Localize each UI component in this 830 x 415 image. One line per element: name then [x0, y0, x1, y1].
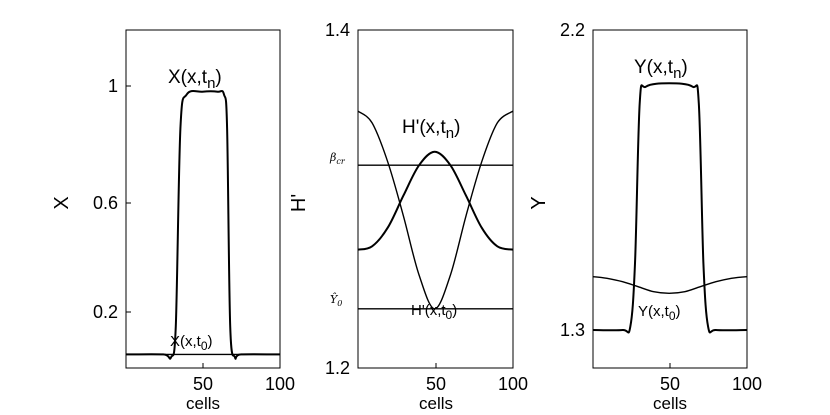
panel-h-xtick-label-0: 50	[426, 374, 446, 394]
panel-h-xlabel: cells	[419, 394, 453, 413]
panel-x-ticks: 50 100 0.2 0.6 1	[93, 76, 295, 394]
panel-h-annotation-tn: H'(x,tn)	[402, 117, 460, 142]
panel-h-annotation-t0: H'(x,t0)	[411, 302, 457, 322]
panel-y-annotation-tn: Y(x,tn)	[634, 57, 688, 82]
panel-y-ylabel: Y	[528, 196, 550, 209]
panel-h-ytick-label-1: 1.4	[325, 20, 350, 40]
panel-x-ytick-label-1: 0.6	[93, 193, 118, 213]
panel-y: 50 100 1.3 2.2 Y cells Y(x,tn) Y(x,t0)	[528, 20, 762, 413]
panel-h-curves	[357, 110, 514, 310]
panel-y-series-1	[592, 276, 748, 295]
panel-h-y0-label: Ŷ0	[330, 292, 342, 308]
panel-x-ytick-label-0: 0.2	[93, 302, 118, 322]
panel-h-beta-label: βcr	[329, 151, 346, 166]
panel-x-ytick-label-2: 1	[108, 76, 118, 96]
panel-x: 50 100 0.2 0.6 1 X cells X(x,tn) X(x,t0)	[51, 29, 295, 413]
panel-x-annotation-tn: X(x,tn)	[168, 67, 222, 92]
panel-y-series-0	[592, 82, 748, 334]
panel-x-series-0	[125, 89, 281, 360]
panel-y-annotation-t0: Y(x,t0)	[638, 303, 681, 323]
panel-y-xlabel: cells	[653, 394, 687, 413]
panel-h-series-0	[357, 150, 514, 251]
panel-h: 50 100 1.2 1.4 H' cells H'(x,tn) H'(x,t0) β…	[288, 20, 528, 413]
panel-x-curves	[125, 89, 281, 360]
panel-y-xtick-label-1: 100	[732, 374, 762, 394]
panel-y-ytick-label-0: 1.3	[560, 320, 585, 340]
panel-y-ytick-label-1: 2.2	[560, 20, 585, 40]
panel-x-xtick-label-1: 100	[265, 374, 295, 394]
panel-x-annotation-t0: X(x,t0)	[170, 333, 213, 353]
panel-y-xtick-label-0: 50	[660, 374, 680, 394]
panel-y-curves	[592, 82, 748, 334]
panel-x-xtick-label-0: 50	[193, 374, 213, 394]
panel-h-xtick-label-1: 100	[498, 374, 528, 394]
panel-h-ylabel: H'	[288, 194, 310, 212]
panel-x-xlabel: cells	[186, 394, 220, 413]
panel-h-series-1	[357, 110, 514, 310]
panel-h-ticks: 50 100 1.2 1.4	[325, 20, 528, 394]
panel-h-ytick-label-0: 1.2	[325, 358, 350, 378]
panel-y-ticks: 50 100 1.3 2.2	[560, 20, 762, 394]
panel-x-ylabel: X	[51, 196, 73, 209]
